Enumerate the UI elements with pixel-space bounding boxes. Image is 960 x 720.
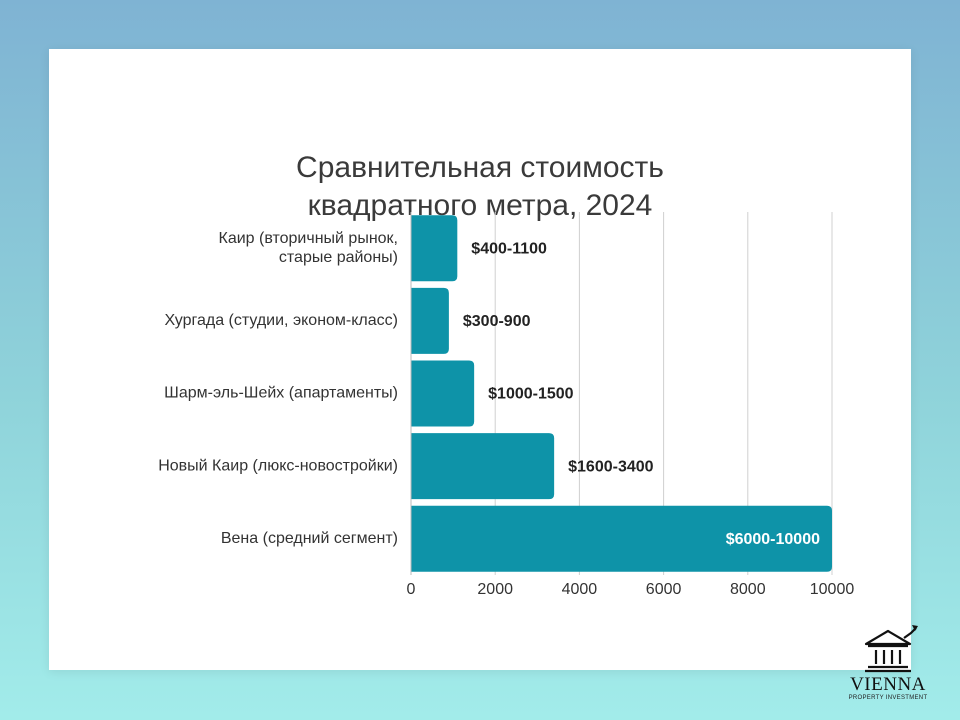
data-label: $400-1100	[471, 241, 547, 258]
logo-subtitle: PROPERTY INVESTMENT	[848, 695, 928, 701]
bar	[411, 433, 555, 500]
chart-title: Сравнительная стоимость квадратного метр…	[49, 149, 911, 225]
category-label: Вена (средний сегмент)	[221, 530, 398, 547]
data-label: $300-900	[463, 313, 531, 330]
x-tick-label: 2000	[477, 581, 513, 598]
category-label: Каир (вторичный рынок,	[219, 230, 399, 247]
category-label: Шарм-эль-Шейх (апартаменты)	[164, 385, 398, 402]
vienna-logo: VIENNA PROPERTY INVESTMENT	[838, 624, 938, 704]
x-tick-label: 6000	[646, 581, 682, 598]
x-tick-label: 8000	[730, 581, 766, 598]
bar	[411, 287, 449, 354]
category-label: Хургада (студии, эконом-класс)	[164, 312, 398, 329]
data-label: $1000-1500	[488, 386, 574, 403]
bar	[411, 360, 475, 427]
category-label: Новый Каир (люкс-новостройки)	[158, 457, 398, 474]
bar	[411, 505, 832, 572]
x-tick-label: 0	[407, 581, 416, 598]
bar	[411, 215, 458, 282]
chart-title-line-1: Сравнительная стоимость	[296, 151, 664, 184]
logo-name: VIENNA	[850, 674, 926, 695]
chart-title-line-2: квадратного метра, 2024	[307, 189, 653, 222]
data-label: $6000-10000	[726, 531, 820, 548]
category-label: старые районы)	[279, 249, 398, 266]
x-tick-label: 4000	[562, 581, 598, 598]
bank-building-arrow-icon	[864, 625, 918, 673]
x-tick-label: 10000	[810, 581, 855, 598]
data-label: $1600-3400	[568, 458, 654, 475]
